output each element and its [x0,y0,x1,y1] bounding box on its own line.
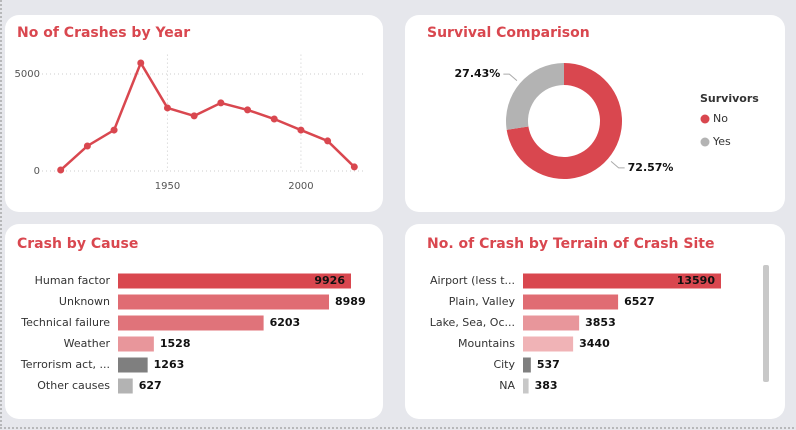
chart-title: Crash by Cause [17,236,138,252]
bar [523,357,531,373]
card [405,224,785,419]
point [83,142,91,150]
bar [523,336,574,352]
data-label: 8989 [335,295,366,308]
y-tick-label: Weather [64,337,111,350]
y-tick-label: City [493,358,515,371]
scrollbar[interactable] [763,265,769,382]
y-tick-label: Plain, Valley [449,295,516,308]
legend-swatch [700,114,710,124]
y-tick-label: Other causes [37,379,110,392]
legend-swatch [700,137,710,147]
data-label: 627 [139,379,162,392]
data-label: 537 [537,358,560,371]
y-tick-label: Airport (less t... [430,274,515,287]
data-label: 383 [535,379,558,392]
bar [523,315,580,331]
point [163,104,171,112]
data-label: 1528 [160,337,191,350]
data-label: 1263 [154,358,185,371]
data-label: 3440 [579,337,610,350]
x-tick-label: 1950 [155,181,180,192]
y-tick-label: Terrorism act, ... [20,358,110,371]
leader-line [503,73,518,82]
point [217,99,225,107]
bar [118,315,264,331]
point [324,137,332,145]
point [244,106,252,114]
donut-slice [506,63,623,179]
data-label: 13590 [677,274,716,287]
point [110,126,118,134]
data-label: 9926 [314,274,345,287]
leader-line [610,160,625,169]
bar [118,273,351,289]
data-label: 27.43% [455,67,501,80]
y-tick-label: NA [499,379,515,392]
y-tick-label: Unknown [59,295,110,308]
data-label: 72.57% [628,161,674,174]
point [297,126,305,134]
bar [523,294,619,310]
chart-title: No. of Crash by Terrain of Crash Site [427,236,714,252]
bar [523,273,721,289]
donut-slice [506,63,564,130]
y-tick-label: 0 [34,166,40,177]
y-tick-label: 5000 [15,69,40,80]
point [137,59,145,67]
legend-title: Survivors [700,92,759,105]
x-tick-label: 2000 [288,181,313,192]
point [190,112,198,120]
bar [523,378,529,394]
legend-label: Yes [712,135,731,148]
data-label: 6203 [270,316,301,329]
data-label: 3853 [585,316,616,329]
point [270,115,278,123]
chart-title: No of Crashes by Year [17,25,190,41]
chart-title: Survival Comparison [427,25,590,41]
card [405,15,785,212]
bar [118,336,154,352]
y-tick-label: Technical failure [20,316,110,329]
data-label: 6527 [624,295,655,308]
bar [118,378,133,394]
line [59,60,356,171]
bar [118,294,330,310]
legend-label: No [713,112,728,125]
point [350,163,358,171]
y-tick-label: Human factor [35,274,111,287]
y-tick-label: Lake, Sea, Oc... [430,316,515,329]
point [57,166,65,174]
bar [118,357,148,373]
y-tick-label: Mountains [458,337,515,350]
